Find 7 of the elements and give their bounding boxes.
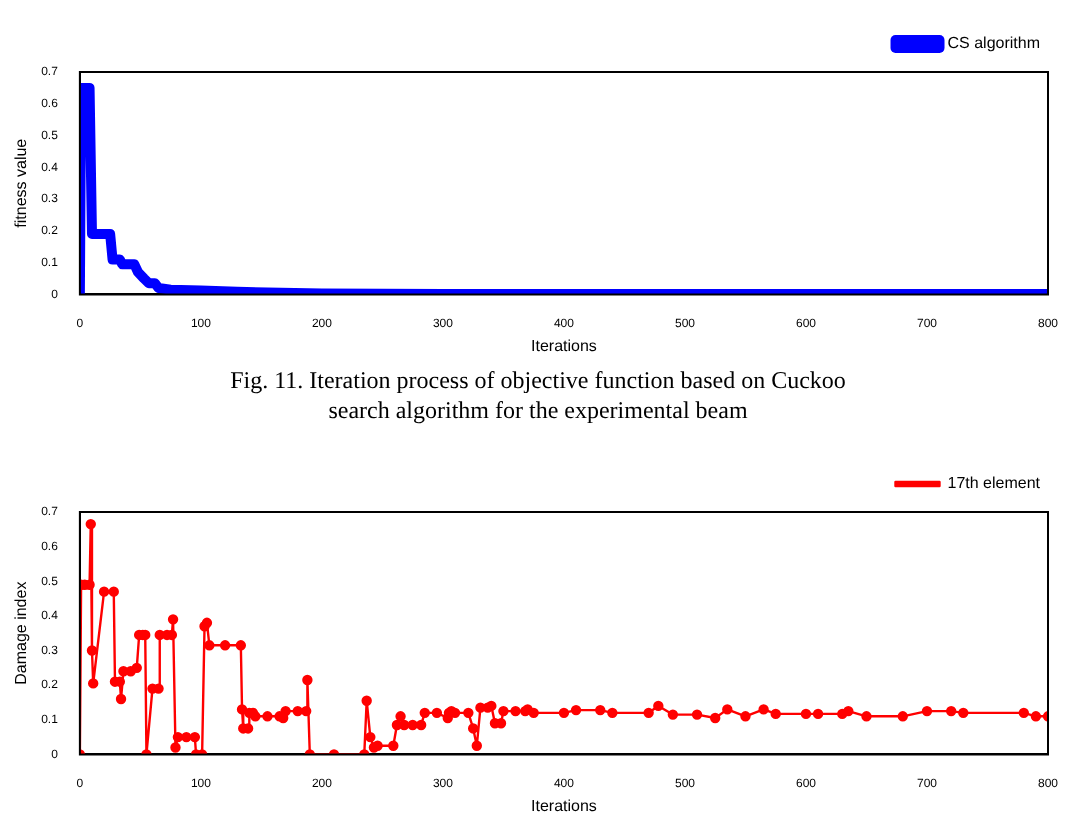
legend-label: CS algorithm (947, 34, 1041, 53)
y-axis-title: fitness value (12, 137, 31, 228)
legend-label: 17th element (947, 474, 1042, 493)
caption: Fig. 11. Iteration process of objective function based on Cuckoo search algorithm for the experimental beam (228, 364, 848, 428)
x-axis-title: Iterations (531, 336, 597, 355)
y-axis-title: Damage index (12, 581, 31, 685)
x-axis-title: Iterations (531, 796, 597, 815)
